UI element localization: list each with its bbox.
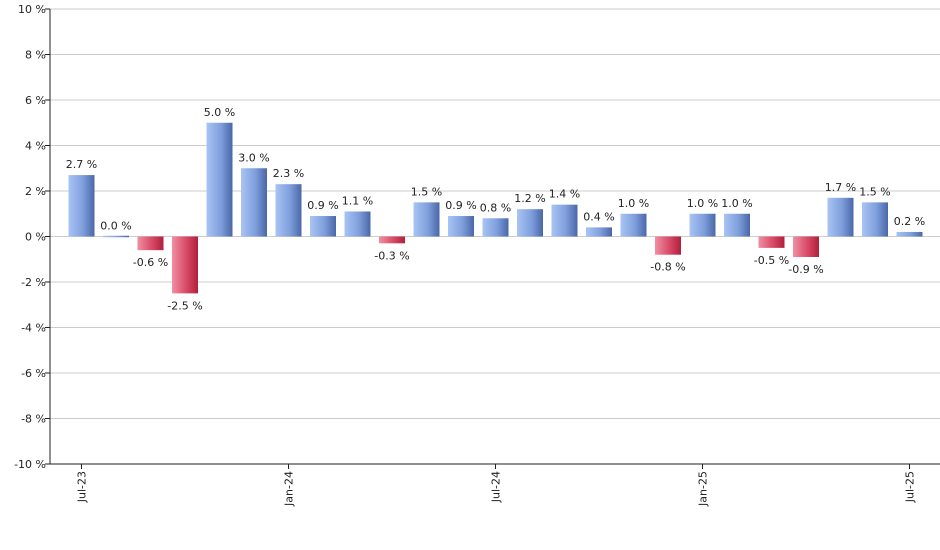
data-label-Jan-25: 1.0 % xyxy=(687,197,718,210)
bar-Aug-23 xyxy=(103,235,129,238)
bar-Feb-25 xyxy=(724,213,750,237)
data-label-Dec-23: 3.0 % xyxy=(238,151,269,164)
bar-Jan-24 xyxy=(275,184,302,237)
bar-May-24 xyxy=(413,202,440,237)
x-tick-label: Jul-23 xyxy=(76,471,89,503)
bar-Sep-24 xyxy=(551,204,578,237)
bar-Dec-24 xyxy=(655,236,681,255)
bar-Nov-24 xyxy=(620,213,647,237)
data-label-Jul-23: 2.7 % xyxy=(66,158,97,171)
data-label-Mar-24: 1.1 % xyxy=(342,194,373,207)
bar-May-25 xyxy=(827,197,854,237)
data-label-Dec-24: -0.8 % xyxy=(650,261,685,274)
bars-group xyxy=(68,122,923,294)
x-tick-label: Jul-24 xyxy=(490,471,503,503)
y-tick-label: 0 % xyxy=(25,231,46,244)
data-label-Feb-24: 0.9 % xyxy=(307,199,338,212)
bar-Dec-23 xyxy=(241,168,267,237)
bar-Jul-23 xyxy=(68,175,95,237)
y-tick-label: 6 % xyxy=(25,94,46,107)
y-tick-labels: 10 % 8 % 6 % 4 % 2 % 0 % -2 % -4 % -6 % -8 % -10 % xyxy=(14,3,50,471)
data-labels-group: 2.7 % 0.0 % -0.6 % -2.5 % 5.0 % 3.0 % 2.3 % 0.9… xyxy=(66,106,925,313)
bar-Mar-25 xyxy=(758,236,785,248)
data-label-Nov-23: 5.0 % xyxy=(204,106,235,119)
data-label-Oct-24: 0.4 % xyxy=(583,210,614,223)
bar-Nov-23 xyxy=(206,122,233,237)
data-label-Jul-24: 0.8 % xyxy=(480,201,511,214)
data-label-Sep-23: -0.6 % xyxy=(133,256,168,269)
data-label-Sep-24: 1.4 % xyxy=(549,188,580,201)
data-label-Jun-24: 0.9 % xyxy=(445,199,476,212)
data-label-Aug-24: 1.2 % xyxy=(514,192,545,205)
x-tick-label: Jul-25 xyxy=(904,471,917,503)
data-label-Feb-25: 1.0 % xyxy=(721,197,752,210)
data-label-May-25: 1.7 % xyxy=(825,181,856,194)
bar-Jul-24 xyxy=(482,218,509,237)
data-label-Aug-23: 0.0 % xyxy=(100,220,131,233)
bar-Oct-23 xyxy=(172,236,198,294)
y-tick-label: -4 % xyxy=(21,322,46,335)
data-label-Mar-25: -0.5 % xyxy=(754,254,789,267)
x-tick-label: Jan-25 xyxy=(697,471,710,507)
bar-Apr-25 xyxy=(793,236,819,257)
bar-Jul-25 xyxy=(896,231,923,237)
y-tick-label: -10 % xyxy=(14,458,46,471)
bar-Jan-25 xyxy=(689,213,716,237)
y-tick-label: -6 % xyxy=(21,367,46,380)
x-tick-label: Jan-24 xyxy=(283,471,296,507)
y-tick-label: -8 % xyxy=(21,413,46,426)
data-label-Apr-24: -0.3 % xyxy=(374,249,409,262)
data-label-Nov-24: 1.0 % xyxy=(618,197,649,210)
y-tick-label: 8 % xyxy=(25,49,46,62)
y-tick-label: 4 % xyxy=(25,140,46,153)
y-tick-label: 2 % xyxy=(25,185,46,198)
data-label-Apr-25: -0.9 % xyxy=(788,263,823,276)
bar-Mar-24 xyxy=(344,211,371,237)
data-label-May-24: 1.5 % xyxy=(411,185,442,198)
data-label-Oct-23: -2.5 % xyxy=(167,299,202,312)
y-tick-label: 10 % xyxy=(18,3,46,16)
data-label-Jun-25: 1.5 % xyxy=(859,185,890,198)
data-label-Jul-25: 0.2 % xyxy=(894,215,925,228)
bar-Sep-23 xyxy=(137,236,164,251)
bar-Oct-24 xyxy=(586,227,612,237)
bar-Jun-24 xyxy=(448,216,474,237)
x-tick-labels: Jul-23 Jan-24 Jul-24 Jan-25 Jul-25 xyxy=(76,464,917,507)
y-tick-label: -2 % xyxy=(21,276,46,289)
bar-Aug-24 xyxy=(517,209,543,237)
data-label-Jan-24: 2.3 % xyxy=(273,167,304,180)
bar-Jun-25 xyxy=(862,202,888,237)
bar-Feb-24 xyxy=(310,216,336,237)
bar-Apr-24 xyxy=(379,236,405,244)
